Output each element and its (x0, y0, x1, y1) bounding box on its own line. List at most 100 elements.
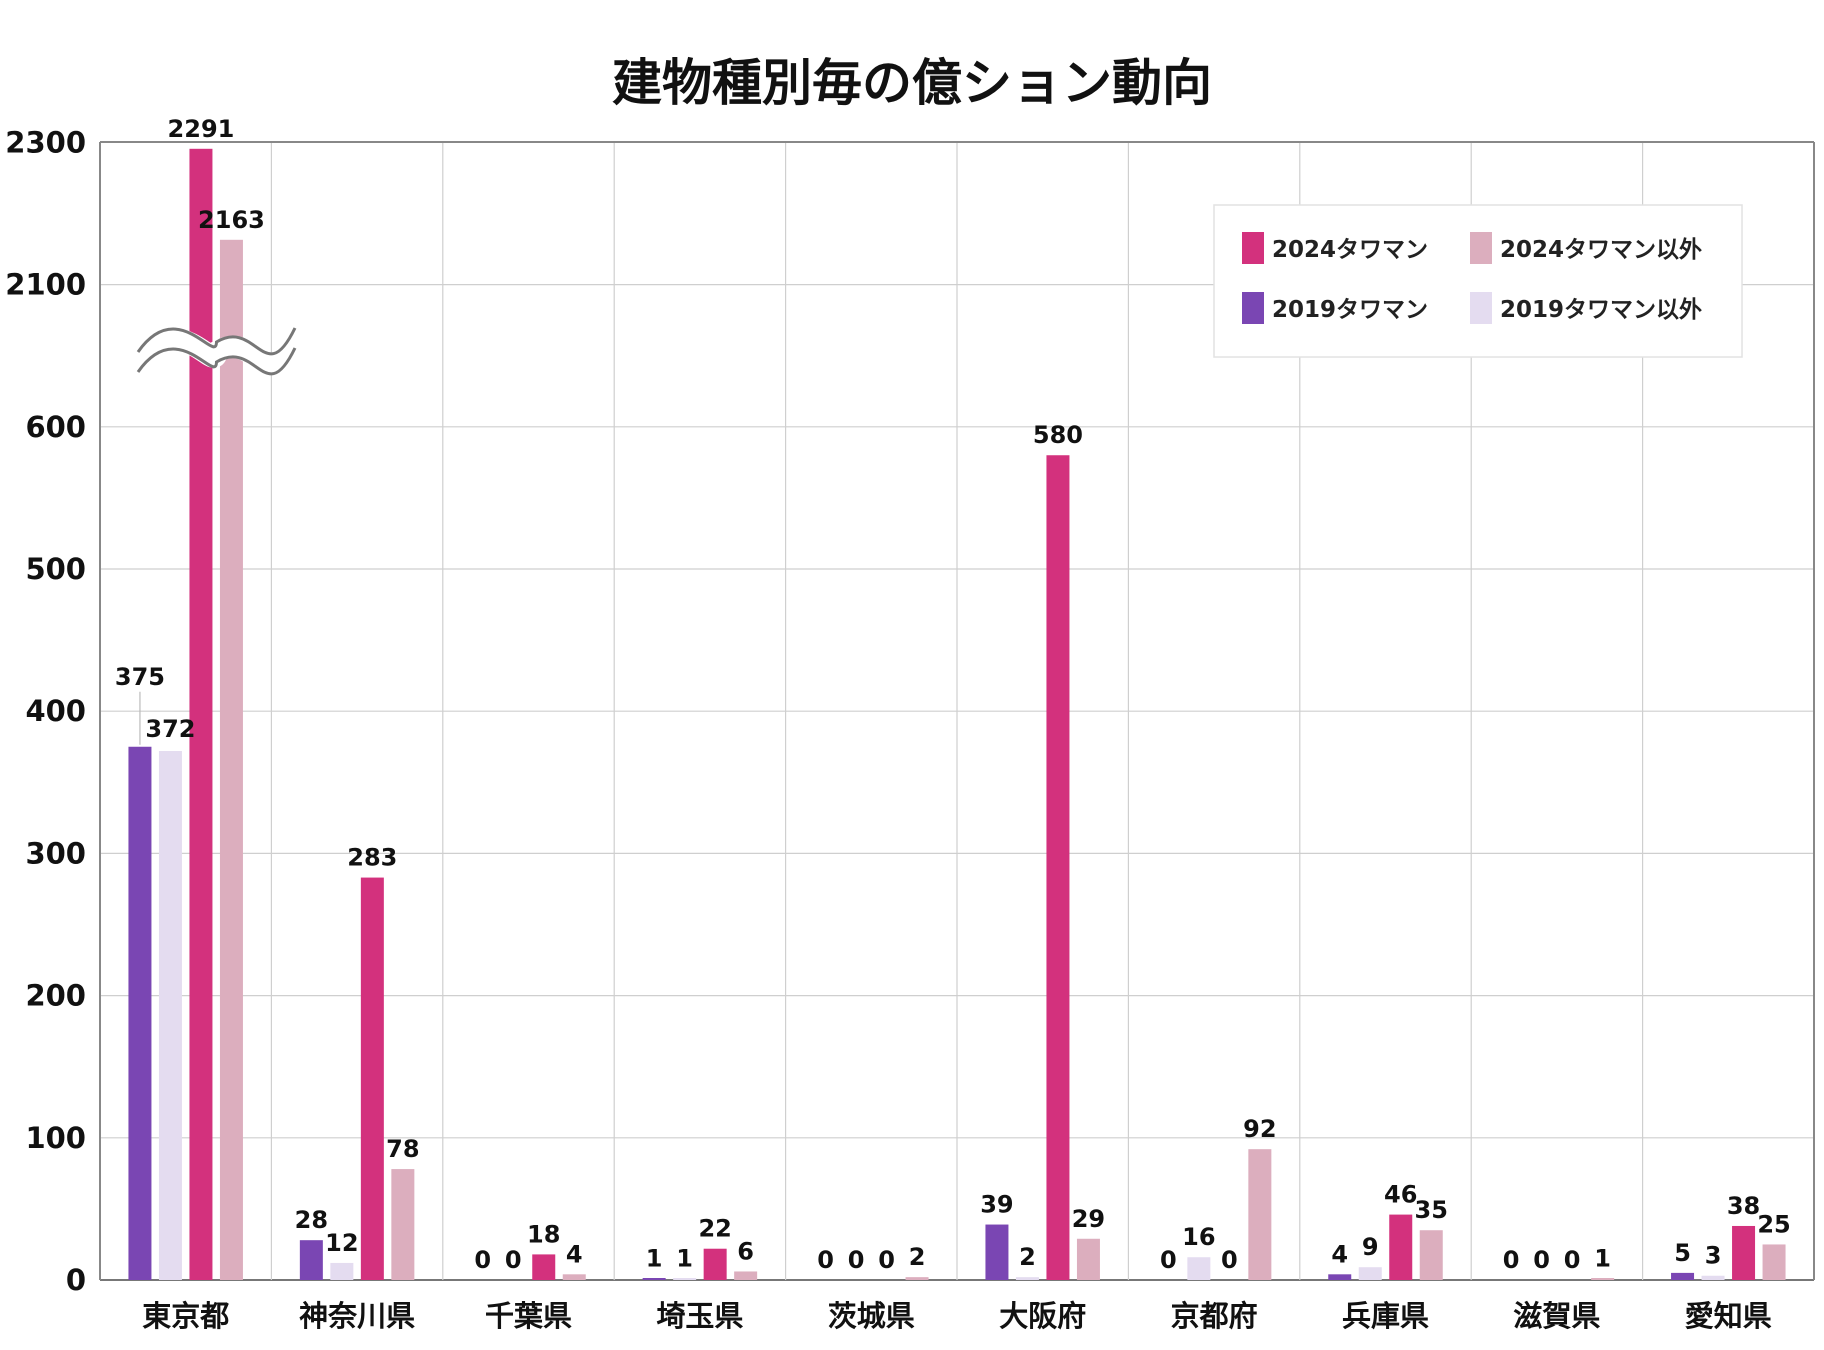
data-label: 375 (115, 663, 165, 691)
x-tick-label: 大阪府 (999, 1299, 1086, 1333)
x-tick-label: 滋賀県 (1513, 1299, 1600, 1333)
bar (299, 1240, 323, 1280)
bar (1076, 1238, 1100, 1280)
y-tick-label: 300 (25, 836, 86, 870)
legend-box (1213, 204, 1743, 358)
data-label: 29 (1072, 1205, 1105, 1233)
legend-label: 2024タワマン (1272, 237, 1428, 263)
bar (673, 1278, 697, 1280)
data-label: 0 (474, 1246, 491, 1274)
data-label: 16 (1182, 1223, 1215, 1251)
bar (158, 751, 182, 1280)
bar (1187, 1257, 1211, 1280)
data-label: 2 (1019, 1243, 1036, 1271)
legend: 2024タワマン 2024タワマン以外 2019タワマン 2019タワマン以外 (1213, 204, 1743, 358)
data-label: 580 (1033, 421, 1083, 449)
data-label: 372 (145, 715, 195, 743)
grid (99, 141, 1815, 1281)
x-tick-label: 神奈川県 (299, 1299, 415, 1333)
bar (985, 1224, 1009, 1280)
bar (1046, 455, 1070, 1280)
bar (532, 1254, 556, 1280)
y-tick-label: 200 (25, 979, 86, 1013)
bar (1701, 1275, 1725, 1280)
bar (360, 877, 384, 1280)
data-label: 6 (737, 1237, 754, 1265)
bar (562, 1274, 586, 1280)
legend-swatch (1242, 232, 1264, 264)
data-label: 2291 (168, 115, 235, 143)
data-label: 4 (566, 1240, 583, 1268)
axis-break-band (129, 328, 305, 375)
bar (219, 239, 243, 1280)
data-label: 0 (878, 1246, 895, 1274)
data-label: 35 (1415, 1196, 1448, 1224)
data-label: 2 (909, 1243, 926, 1271)
bar (734, 1271, 758, 1280)
legend-label: 2019タワマン以外 (1500, 296, 1702, 323)
data-label: 0 (1160, 1246, 1177, 1274)
bar (189, 148, 213, 1281)
bar (1015, 1277, 1039, 1280)
y-tick-label: 400 (25, 694, 86, 728)
data-label: 9 (1362, 1233, 1379, 1261)
bar (391, 1169, 415, 1280)
y-tick-label: 500 (25, 552, 86, 586)
bar (1358, 1267, 1382, 1280)
bar (1389, 1214, 1413, 1280)
x-tick-label: 埼玉県 (656, 1299, 743, 1333)
data-label: 25 (1757, 1210, 1790, 1238)
x-tick-label: 千葉県 (485, 1299, 572, 1333)
bars (128, 148, 1786, 1281)
bar (905, 1277, 929, 1280)
bar (703, 1248, 727, 1280)
data-label: 283 (347, 844, 397, 872)
data-label: 78 (386, 1135, 419, 1163)
data-label: 28 (295, 1206, 328, 1234)
bar (1248, 1149, 1272, 1280)
data-label: 1 (1594, 1245, 1611, 1273)
bar (1671, 1272, 1695, 1280)
bar (1762, 1244, 1786, 1280)
y-tick-label: 2100 (5, 268, 86, 302)
data-label: 0 (1533, 1246, 1550, 1274)
data-label: 0 (848, 1246, 865, 1274)
bar (642, 1278, 666, 1280)
bar (330, 1262, 354, 1280)
x-tick-label: 京都府 (1171, 1299, 1258, 1333)
data-label: 2163 (198, 206, 265, 234)
legend-swatch (1470, 292, 1492, 324)
y-tick-label: 2300 (5, 125, 86, 159)
x-tick-label: 茨城県 (828, 1299, 915, 1333)
x-tick-label: 東京都 (142, 1299, 229, 1333)
axis-break-line-top (136, 327, 297, 356)
y-tick-label: 100 (25, 1121, 86, 1155)
data-label: 0 (817, 1246, 834, 1274)
legend-swatch (1242, 292, 1264, 324)
data-label: 3 (1705, 1242, 1722, 1270)
bar (1732, 1225, 1756, 1280)
x-tick-label: 兵庫県 (1342, 1299, 1429, 1333)
data-label: 22 (698, 1215, 731, 1243)
data-label: 0 (505, 1246, 522, 1274)
data-label: 92 (1243, 1115, 1276, 1143)
data-label: 4 (1331, 1240, 1348, 1268)
y-tick-label: 600 (25, 410, 86, 444)
data-label: 0 (1564, 1246, 1581, 1274)
axis-break-line-bottom (136, 347, 297, 376)
data-label: 18 (527, 1220, 560, 1248)
data-label: 38 (1727, 1192, 1760, 1220)
data-label: 46 (1384, 1181, 1417, 1209)
data-label: 5 (1674, 1239, 1691, 1267)
legend-label: 2024タワマン以外 (1500, 236, 1702, 263)
legend-swatch (1470, 232, 1492, 264)
bar (1591, 1278, 1615, 1280)
data-label: 1 (646, 1245, 663, 1273)
y-tick-label: 0 (66, 1263, 86, 1297)
data-label: 0 (1503, 1246, 1520, 1274)
bar (1328, 1274, 1352, 1280)
